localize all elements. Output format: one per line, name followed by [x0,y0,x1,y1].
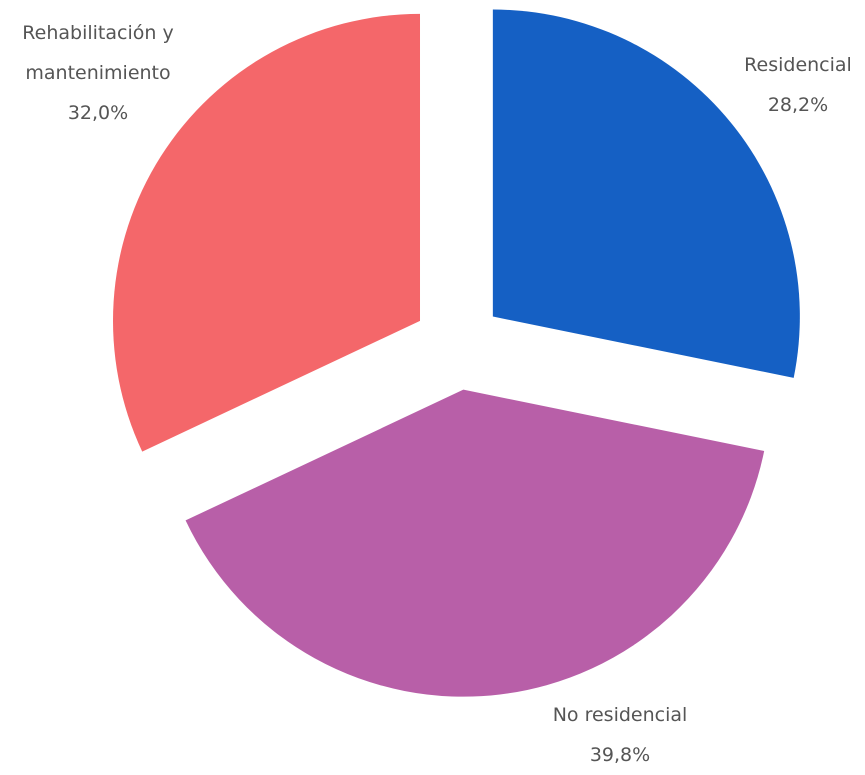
category-label: No residencial [552,704,688,726]
category-label: Residencial [744,54,852,76]
pie-slice [113,13,421,452]
category-label: Rehabilitación y mantenimiento [22,22,174,84]
value-label: 32,0% [67,102,129,124]
value-label: 39,8% [589,744,651,766]
pie-slice [185,389,765,697]
value-label: 28,2% [767,94,829,116]
slice-label: Rehabilitación y mantenimiento 32,0% [0,13,198,133]
slice-label: No residencial 39,8% [490,695,750,775]
slice-label: Residencial 28,2% [698,45,865,125]
pie-slice [492,9,800,378]
